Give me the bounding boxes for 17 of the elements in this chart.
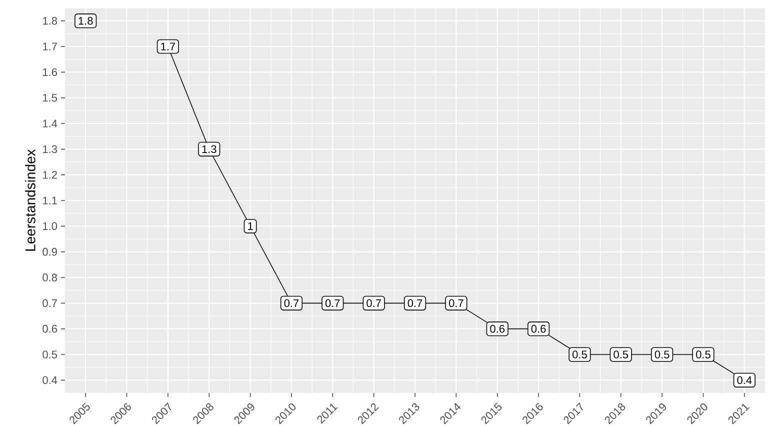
y-tick-label: 1.7 (43, 42, 57, 50)
y-tick-label: 0.5 (42, 350, 58, 358)
y-tick-label: 1.3 (43, 145, 58, 154)
data-label: 1 (248, 222, 253, 230)
y-tick-label: 1.1 (43, 196, 57, 204)
text: 1.0 (43, 222, 58, 230)
y-tick-label: 0.9 (42, 248, 57, 256)
y-tick-label: 1.6 (43, 68, 58, 76)
y-tick-label: 0.4 (42, 376, 58, 384)
y-tick-label: 1.2 (43, 170, 57, 179)
y-tick-label: 1.5 (43, 94, 58, 102)
y-axis-title: Leerstandsindex (25, 149, 36, 251)
y-tick-label: 0.8 (42, 274, 58, 282)
y-tick-label: 0.6 (42, 324, 58, 333)
y-tick-label: 1.8 (43, 16, 58, 25)
y-tick-label: 1.4 (43, 120, 58, 128)
y-tick-label: 0.7 (42, 299, 57, 308)
